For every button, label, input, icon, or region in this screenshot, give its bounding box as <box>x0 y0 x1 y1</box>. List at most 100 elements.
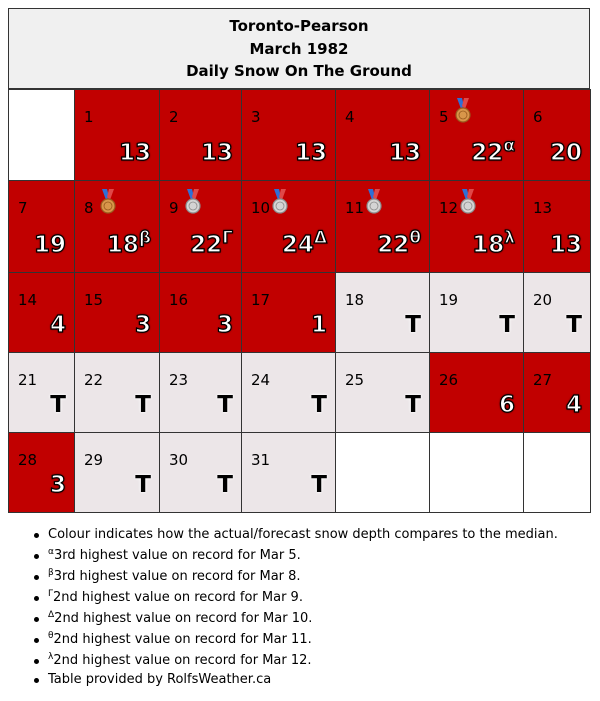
day-cell-30: 30 T <box>159 432 242 513</box>
snow-depth-value: 19 <box>33 231 66 258</box>
day-cell-4: 4 13 <box>335 89 430 181</box>
day-number: 22 <box>84 371 104 389</box>
day-number: 11 <box>345 199 365 217</box>
snow-depth-value: 13 <box>294 139 327 166</box>
footnote-text: 2nd highest value on record for Mar 12. <box>53 653 312 668</box>
snow-depth-value: 18β <box>106 228 151 259</box>
day-number: 27 <box>533 371 553 389</box>
snow-depth-value: T <box>566 312 582 338</box>
day-number: 19 <box>439 291 459 309</box>
day-cell-15: 15 3 <box>74 272 160 353</box>
day-cell-21: 21 T <box>8 352 75 433</box>
footnote-item: Γ2nd highest value on record for Mar 9. <box>34 589 558 610</box>
snow-depth-value: 3 <box>49 471 66 498</box>
footnote-marker: β <box>48 568 54 578</box>
bronze-medal-icon <box>454 98 472 124</box>
day-cell-25: 25 T <box>335 352 430 433</box>
day-cell-1: 1 13 <box>74 89 160 181</box>
footnote-text: 2nd highest value on record for Mar 11. <box>53 632 312 647</box>
month-title: March 1982 <box>249 39 349 58</box>
silver-medal-icon <box>271 189 289 215</box>
snow-depth-value: T <box>135 472 151 498</box>
footnote-text: 3rd highest value on record for Mar 8. <box>53 569 301 584</box>
day-number: 9 <box>169 199 179 217</box>
day-number: 18 <box>345 291 365 309</box>
day-number: 20 <box>533 291 553 309</box>
footnote-marker: α <box>48 547 54 557</box>
record-marker: θ <box>409 228 422 248</box>
day-cell-8: 8 18β <box>74 180 160 273</box>
day-cell-2: 2 13 <box>159 89 242 181</box>
footnote-marker: θ <box>48 631 54 641</box>
day-number: 21 <box>18 371 38 389</box>
day-number: 2 <box>169 108 179 126</box>
snow-depth-value: 13 <box>200 139 233 166</box>
day-number: 14 <box>18 291 38 309</box>
record-marker: λ <box>504 228 516 248</box>
day-number: 15 <box>84 291 104 309</box>
day-cell-28: 28 3 <box>8 432 75 513</box>
empty-cell <box>335 432 430 513</box>
day-cell-13: 13 13 <box>523 180 591 273</box>
day-number: 31 <box>251 451 271 469</box>
record-marker: Δ <box>313 228 327 248</box>
empty-cell <box>523 432 591 513</box>
footnote-text: Table provided by RolfsWeather.ca <box>48 672 272 687</box>
footnote-text: 3rd highest value on record for Mar 5. <box>53 548 301 563</box>
day-number: 16 <box>169 291 189 309</box>
snow-depth-value: 13 <box>549 231 582 258</box>
day-cell-26: 26 6 <box>429 352 524 433</box>
snow-depth-value: T <box>50 392 66 418</box>
snow-depth-value: T <box>217 392 233 418</box>
day-number: 6 <box>533 108 543 126</box>
snow-depth-value: T <box>135 392 151 418</box>
footnote-text: 2nd highest value on record for Mar 10. <box>54 611 313 626</box>
day-number: 8 <box>84 199 94 217</box>
day-number: 25 <box>345 371 365 389</box>
day-cell-27: 27 4 <box>523 352 591 433</box>
snow-depth-value: 4 <box>49 311 66 338</box>
footnote-marker: Γ <box>48 589 54 599</box>
day-number: 12 <box>439 199 459 217</box>
day-cell-18: 18 T <box>335 272 430 353</box>
calendar-header: Toronto-Pearson March 1982 Daily Snow On… <box>8 8 590 89</box>
snow-depth-value: 3 <box>134 311 151 338</box>
day-cell-23: 23 T <box>159 352 242 433</box>
snow-depth-value: T <box>311 392 327 418</box>
empty-cell <box>8 89 75 181</box>
day-number: 29 <box>84 451 104 469</box>
footnote-item: α3rd highest value on record for Mar 5. <box>34 547 558 568</box>
footnote-marker: λ <box>48 652 54 662</box>
footnote-item: β3rd highest value on record for Mar 8. <box>34 568 558 589</box>
snow-depth-value: 22α <box>471 136 516 167</box>
footnote-item: Table provided by RolfsWeather.ca <box>34 671 558 690</box>
silver-medal-icon <box>365 189 383 215</box>
snow-depth-value: T <box>405 312 421 338</box>
day-number: 30 <box>169 451 189 469</box>
day-number: 26 <box>439 371 459 389</box>
day-cell-16: 16 3 <box>159 272 242 353</box>
day-cell-12: 12 18λ <box>429 180 524 273</box>
snow-depth-value: 20 <box>549 139 582 166</box>
day-cell-29: 29 T <box>74 432 160 513</box>
day-number: 10 <box>251 199 271 217</box>
snow-depth-value: 6 <box>498 391 515 418</box>
silver-medal-icon <box>459 189 477 215</box>
snow-depth-value: 24Δ <box>281 228 327 259</box>
footnote-text: Colour indicates how the actual/forecast… <box>48 527 558 542</box>
footnote-text: 2nd highest value on record for Mar 9. <box>53 590 303 605</box>
day-cell-19: 19 T <box>429 272 524 353</box>
snow-depth-value: T <box>311 472 327 498</box>
day-cell-17: 17 1 <box>241 272 336 353</box>
silver-medal-icon <box>184 189 202 215</box>
record-marker: Γ <box>222 228 234 248</box>
day-cell-20: 20 T <box>523 272 591 353</box>
station-title: Toronto-Pearson <box>229 17 369 35</box>
metric-title: Daily Snow On The Ground <box>186 62 412 80</box>
day-number: 17 <box>251 291 271 309</box>
footnote-item: θ2nd highest value on record for Mar 11. <box>34 631 558 652</box>
day-cell-11: 11 22θ <box>335 180 430 273</box>
day-cell-5: 5 22α <box>429 89 524 181</box>
snow-depth-value: 18λ <box>472 228 516 259</box>
day-cell-7: 7 19 <box>8 180 75 273</box>
